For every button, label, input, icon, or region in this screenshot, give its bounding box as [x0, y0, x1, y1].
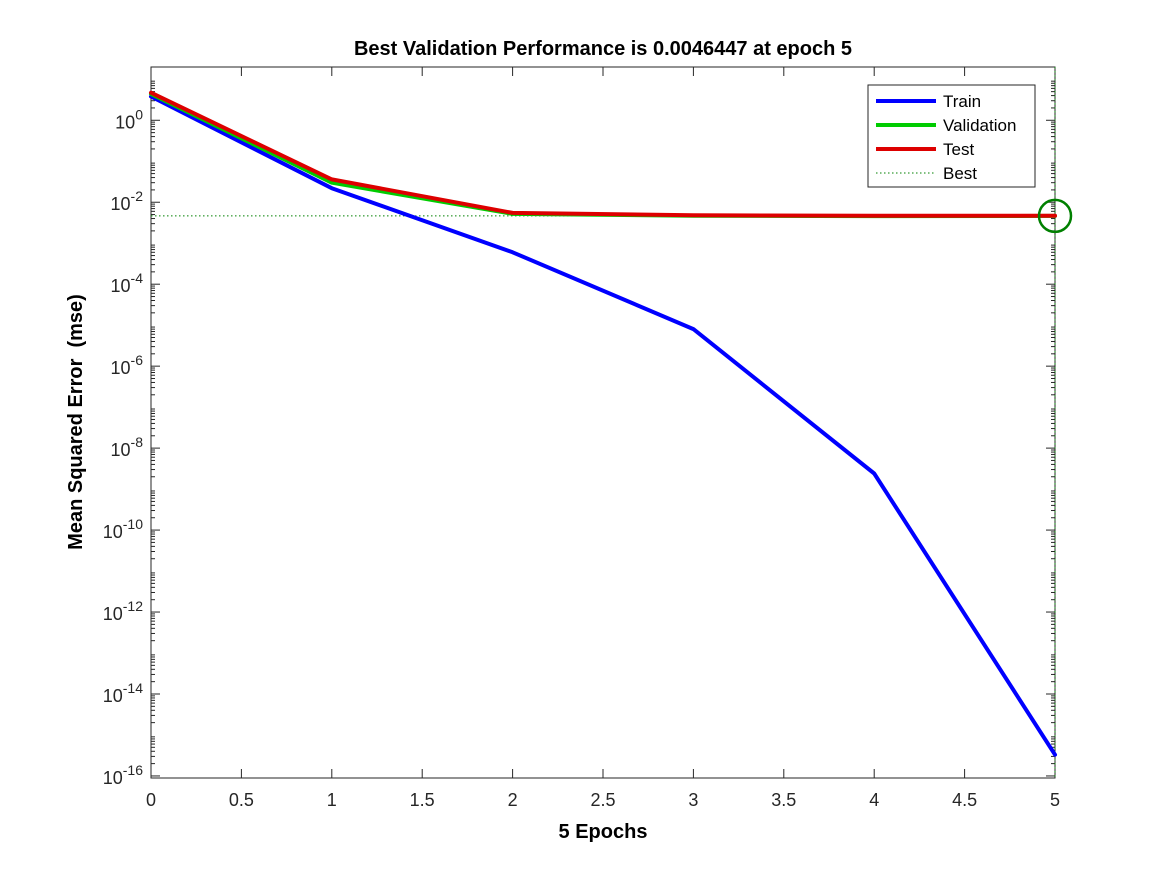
series-line-test: [149, 90, 1057, 218]
y-tick-exponent: -10: [123, 516, 143, 532]
y-tick-base: 10: [111, 358, 131, 378]
x-tick-label: 2.5: [590, 790, 615, 810]
y-tick-exponent: -4: [131, 270, 144, 286]
legend-label-test: Test: [943, 140, 974, 159]
y-tick-base: 10: [111, 276, 131, 296]
y-tick-exponent: -8: [131, 434, 144, 450]
legend: Train Validation Test Best: [867, 84, 1036, 188]
y-tick-label: 10-14: [103, 680, 143, 706]
y-tick-label: 10-6: [111, 352, 144, 378]
y-axis-label: Mean Squared Error (mse): [65, 294, 87, 550]
y-tick-label: 10-4: [111, 270, 144, 296]
legend-label-train: Train: [943, 92, 981, 111]
x-tick-label: 3.5: [771, 790, 796, 810]
x-tick-label: 0: [146, 790, 156, 810]
legend-label-best: Best: [943, 164, 977, 183]
y-tick-base: 10: [111, 194, 131, 214]
y-tick-label: 10-10: [103, 516, 143, 542]
y-tick-label: 100: [115, 106, 143, 132]
y-tick-exponent: -2: [131, 188, 144, 204]
x-axis: 0 0.5 1 1.5 2 2.5 3 3.5 4 4.5 5: [146, 67, 1060, 810]
y-tick-base: 10: [103, 686, 123, 706]
x-tick-label: 1.5: [410, 790, 435, 810]
x-tick-label: 0.5: [229, 790, 254, 810]
y-tick-label: 10-8: [111, 434, 144, 460]
x-tick-label: 5: [1050, 790, 1060, 810]
best-marker: [1037, 198, 1073, 234]
y-tick-base: 10: [103, 522, 123, 542]
chart-title: Best Validation Performance is 0.0046447…: [354, 38, 852, 60]
x-tick-label: 2: [508, 790, 518, 810]
x-tick-label: 4: [869, 790, 879, 810]
x-axis-label: 5 Epochs: [559, 821, 648, 843]
series-lines: [149, 90, 1057, 757]
y-tick-exponent: -6: [131, 352, 144, 368]
y-tick-label: 10-12: [103, 598, 143, 624]
x-tick-label: 1: [327, 790, 337, 810]
y-tick-base: 10: [103, 768, 123, 788]
x-tick-label: 3: [688, 790, 698, 810]
legend-label-validation: Validation: [943, 116, 1016, 135]
y-tick-base: 10: [115, 112, 135, 132]
series-line-train: [149, 94, 1057, 757]
y-tick-exponent: -12: [123, 598, 143, 614]
y-tick-exponent: -16: [123, 762, 143, 778]
minor-ticks: [151, 80, 1055, 765]
y-tick-exponent: 0: [135, 106, 143, 122]
y-tick-base: 10: [103, 604, 123, 624]
y-tick-base: 10: [111, 440, 131, 460]
best-marker-group: [1037, 198, 1073, 234]
y-tick-label: 10-2: [111, 188, 144, 214]
y-tick-label: 10-16: [103, 762, 143, 788]
x-tick-label: 4.5: [952, 790, 977, 810]
y-tick-exponent: -14: [123, 680, 143, 696]
